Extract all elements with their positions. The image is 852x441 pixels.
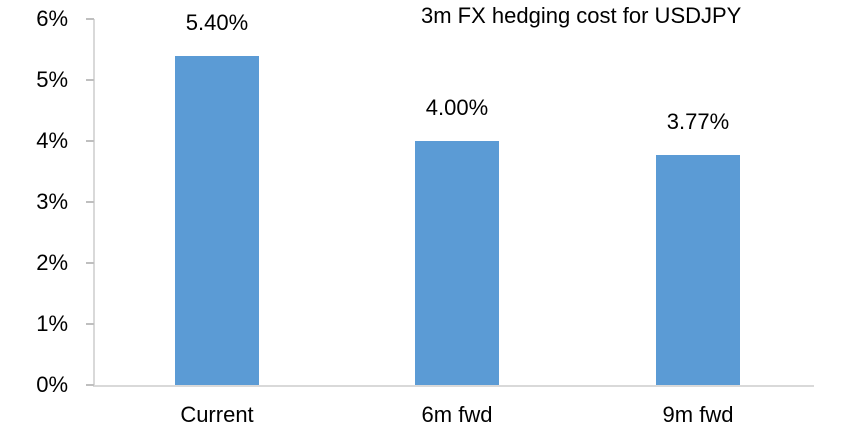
y-tick-mark [86,201,94,203]
y-tick-mark [86,18,94,20]
y-tick-mark [86,384,94,386]
bar-value-label: 3.77% [666,109,730,135]
y-tick-mark [86,323,94,325]
y-tick-mark [86,262,94,264]
y-tick-label: 4% [36,128,68,153]
x-axis-line [93,385,814,387]
bar-9m-fwd [656,155,740,385]
y-tick-label: 5% [36,67,68,92]
chart-title: 3m FX hedging cost for USDJPY [421,3,742,28]
bar-value-label: 5.40% [185,9,249,35]
x-category-label: Current [180,402,254,427]
bar-value-label: 4.00% [425,95,489,120]
y-tick-label: 2% [36,250,68,275]
y-tick-mark [86,79,94,81]
y-tick-label: 0% [36,372,68,397]
y-tick-label: 3% [36,189,68,214]
bar-current [175,55,259,385]
bar-6m-fwd [415,141,499,385]
y-axis-line [93,19,95,387]
x-category-label: 6m fwd [421,402,493,427]
y-tick-label: 1% [36,311,68,336]
y-tick-label: 6% [36,6,68,31]
x-category-label: 9m fwd [662,402,734,427]
y-tick-mark [86,140,94,142]
